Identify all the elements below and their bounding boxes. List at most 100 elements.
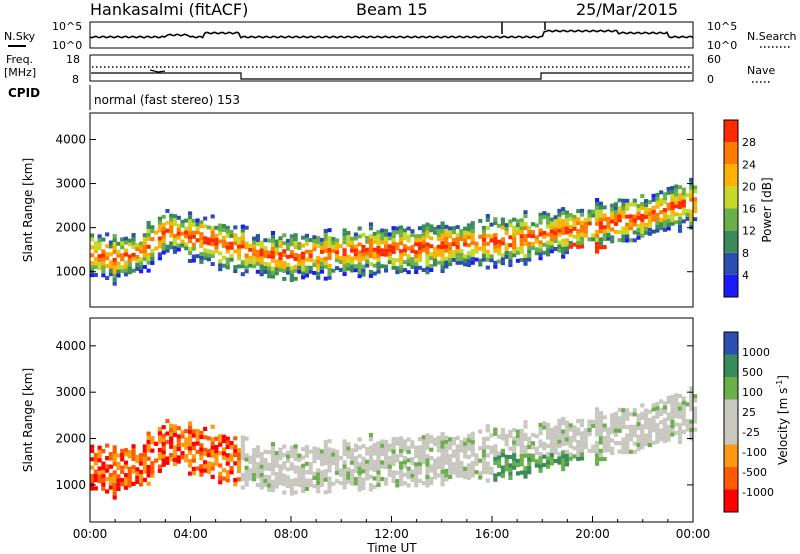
power-cell (146, 236, 151, 241)
power-cell (391, 265, 396, 270)
velocity-cell (146, 439, 151, 445)
power-cell (263, 265, 268, 270)
power-cell (595, 213, 600, 218)
velocity-colorbar-label-end: ] (776, 375, 790, 380)
velocity-cell (195, 437, 200, 442)
power-cell (169, 221, 174, 226)
velocity-cell (519, 453, 524, 459)
velocity-cell (595, 453, 600, 458)
power-cell (123, 252, 129, 257)
velocity-cell (455, 444, 460, 449)
power-cell (666, 214, 671, 219)
velocity-cell (602, 427, 607, 432)
power-cell (150, 225, 155, 230)
power-cell (493, 240, 498, 245)
velocity-cell (131, 448, 136, 453)
power-cell (670, 197, 675, 202)
power-cell (372, 239, 377, 244)
velocity-cell (293, 452, 298, 457)
velocity-cell (127, 454, 132, 459)
velocity-cell (225, 461, 230, 466)
power-cell (640, 213, 645, 218)
velocity-cell (504, 454, 509, 459)
power-cell (399, 265, 404, 270)
power-cell (444, 264, 449, 269)
velocity-cell (218, 442, 223, 447)
power-cell (301, 243, 306, 248)
velocity-cell (372, 451, 377, 456)
velocity-cell (576, 448, 581, 453)
velocity-cell (225, 436, 230, 441)
power-cell (677, 185, 683, 190)
power-cell (195, 218, 200, 223)
velocity-cell (350, 452, 355, 457)
velocity-cell (225, 478, 230, 483)
power-cell (278, 252, 283, 257)
power-cell (681, 203, 686, 208)
power-cell (263, 250, 268, 255)
power-cell (350, 264, 355, 269)
power-cell (368, 238, 374, 243)
velocity-cell (617, 407, 622, 412)
velocity-cell (342, 485, 347, 490)
velocity-cell (270, 442, 276, 447)
velocity-cell (116, 465, 121, 471)
velocity-cell (308, 449, 313, 454)
velocity-cell (304, 461, 309, 466)
velocity-cell (135, 475, 140, 480)
power-cell (512, 245, 517, 250)
power-cell (240, 260, 245, 265)
power-cell (346, 235, 351, 239)
power-cell (323, 260, 328, 265)
power-cell (263, 254, 268, 259)
velocity-cell (203, 464, 208, 469)
velocity-cell (376, 470, 381, 475)
power-cell (105, 256, 110, 261)
velocity-cell (432, 466, 438, 472)
power-cell (568, 244, 573, 249)
velocity-cell (97, 474, 102, 480)
velocity-cell (402, 447, 407, 452)
velocity-cell (278, 480, 283, 486)
velocity-cell (651, 407, 656, 412)
velocity-cell (546, 464, 551, 469)
power-cell (368, 262, 374, 266)
velocity-cell (402, 439, 407, 444)
velocity-cell (425, 458, 430, 463)
power-cell (372, 231, 377, 236)
velocity-cell (549, 444, 554, 449)
velocity-cell (316, 451, 321, 456)
power-cell (444, 232, 449, 237)
velocity-cell (515, 433, 521, 438)
velocity-cell (282, 452, 287, 458)
velocity-cell (515, 429, 521, 434)
power-cell (693, 209, 698, 214)
velocity-cell (338, 455, 343, 461)
velocity-cell (677, 427, 683, 432)
power-cell (414, 242, 419, 247)
velocity-cell (466, 446, 472, 451)
velocity-cell (376, 449, 381, 454)
velocity-cell (214, 444, 219, 450)
velocity-cell (410, 473, 415, 478)
velocity-cell (466, 471, 472, 476)
velocity-cell (383, 460, 389, 465)
power-cell (617, 206, 622, 211)
velocity-cell (180, 430, 185, 435)
velocity-cell (576, 419, 581, 424)
power-cell (628, 214, 634, 219)
power-cell (187, 211, 193, 216)
freq-panel: Freq. [MHz] 18 8 60 0 Nave (4, 53, 775, 86)
velocity-cell (357, 483, 362, 488)
velocity-cell (123, 473, 129, 478)
power-cell (218, 259, 223, 264)
power-cell (105, 264, 110, 269)
power-cell (651, 213, 656, 218)
velocity-cell (568, 435, 573, 440)
colorbar-tick-label: 1000 (742, 346, 770, 359)
power-cell (636, 223, 641, 228)
velocity-cell (350, 456, 355, 461)
power-cell (662, 223, 668, 228)
power-cell (523, 214, 528, 219)
power-cell (289, 266, 294, 271)
